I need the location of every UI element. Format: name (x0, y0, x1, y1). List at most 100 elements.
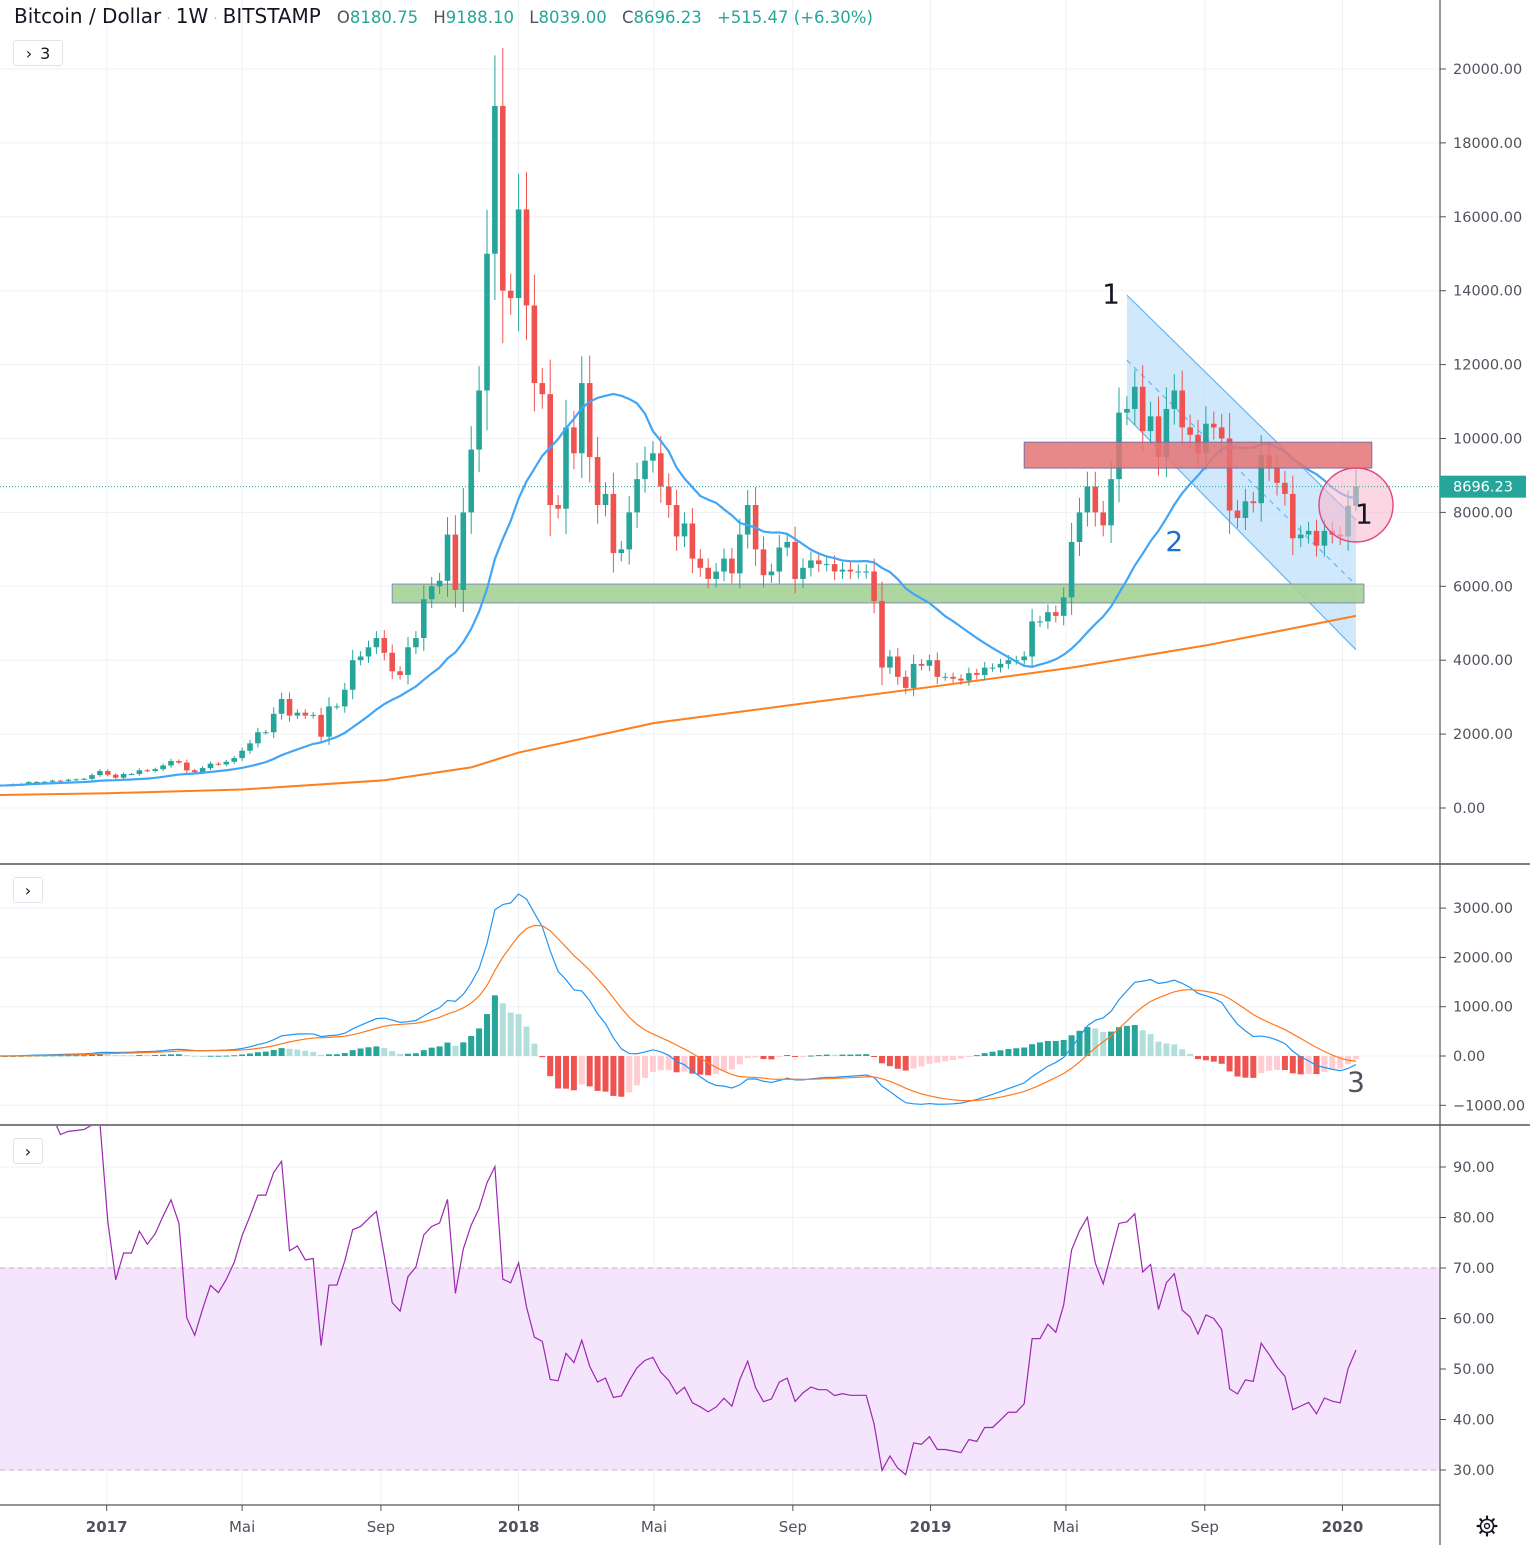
macd-histogram-bar (136, 1055, 143, 1057)
candle-body (910, 663, 917, 688)
macd-histogram-bar (997, 1050, 1004, 1056)
macd-histogram-bar (175, 1054, 182, 1056)
candle-body (73, 779, 79, 781)
candle-body (539, 383, 546, 395)
macd-histogram-bar (128, 1055, 135, 1057)
candle-body (713, 571, 719, 579)
candle-body (492, 105, 498, 254)
candle-body (405, 647, 411, 675)
candle-body (231, 758, 237, 762)
candle-body (1187, 427, 1193, 435)
axis-tick-label: 12000.00 (1453, 358, 1522, 374)
candle-body (191, 770, 198, 773)
macd-histogram-bar (713, 1056, 720, 1074)
rsi-band (0, 1267, 1440, 1471)
macd-histogram-bar (1329, 1056, 1336, 1071)
low-value: 8039.00 (538, 8, 607, 27)
candle-body (239, 750, 245, 759)
macd-histogram-bar (152, 1054, 159, 1056)
macd-histogram-bar (318, 1054, 325, 1056)
macd-histogram-bar (847, 1054, 854, 1056)
ma-slow-layer (0, 614, 1357, 797)
macd-histogram-bar (902, 1056, 909, 1071)
candle-body (926, 660, 933, 666)
channel-upper-line[interactable] (1126, 294, 1357, 521)
candle-body (800, 567, 806, 579)
macd-histogram-bar (215, 1055, 222, 1057)
high-label: H (433, 8, 446, 27)
resistance-zone[interactable] (1023, 441, 1373, 469)
drawings-back[interactable] (391, 294, 1365, 651)
drawings-front[interactable]: 1 2 1 (0, 278, 1440, 559)
candle-body (120, 774, 127, 778)
axis-tick-label: 1000.00 (1453, 1000, 1513, 1016)
axis-tick-label: 80.00 (1453, 1211, 1495, 1227)
candle-body (484, 253, 490, 391)
macd-histogram-bar (397, 1053, 404, 1056)
annotation-label[interactable]: 2 (1165, 525, 1183, 558)
macd-pane-toggle[interactable]: › (13, 877, 43, 903)
main-indicators-toggle[interactable]: › 3 (13, 40, 63, 66)
channel-middle-line[interactable] (1126, 359, 1357, 586)
candle-body (349, 660, 356, 690)
macd-histogram-bar (89, 1054, 95, 1056)
rsi-pane-toggle[interactable]: › (13, 1138, 43, 1164)
interval[interactable]: 1W (175, 4, 209, 28)
macd-histogram-bar (223, 1055, 230, 1057)
candle-body (879, 601, 885, 668)
macd-histogram-bar (1005, 1049, 1012, 1056)
macd-histogram-bar (642, 1056, 648, 1078)
macd-histogram-bar (207, 1055, 214, 1057)
candle-body (681, 523, 688, 537)
annotation-label[interactable]: 1 (1355, 497, 1373, 530)
separator: · (166, 11, 171, 27)
macd-histogram-bar (420, 1050, 427, 1056)
candle-body (642, 460, 648, 480)
macd-histogram-bar (444, 1042, 451, 1056)
macd-histogram-bar (965, 1056, 972, 1057)
macd-histogram-bar (673, 1056, 680, 1073)
candle-body (1274, 468, 1280, 483)
candle-body (207, 763, 214, 769)
candles-layer (2, 47, 1359, 787)
candle-body (49, 780, 56, 782)
candle-body (294, 712, 301, 716)
candle-body (697, 558, 704, 568)
candle-body (855, 571, 862, 573)
candle-body (436, 580, 443, 587)
candle-body (579, 383, 585, 454)
candle-body (97, 771, 103, 776)
macd-histogram-bar (744, 1056, 751, 1058)
candle-body (1313, 530, 1320, 546)
time-axis-label: 2018 (498, 1518, 540, 1536)
annotation-label[interactable]: 3 (1347, 1065, 1365, 1098)
candle-body (397, 671, 403, 675)
macd-histogram-bar (1155, 1041, 1162, 1056)
candle-body (1179, 390, 1185, 428)
candle-body (689, 523, 696, 559)
candle-body (33, 781, 40, 783)
macd-histogram-bar (476, 1028, 483, 1056)
macd-histogram-bar (286, 1048, 293, 1056)
macd-histogram-bar (120, 1055, 127, 1057)
macd-histogram-bar (499, 1003, 506, 1056)
candle-body (476, 390, 482, 450)
macd-histogram-bar (1195, 1056, 1201, 1060)
gear-icon[interactable] (1475, 1514, 1499, 1538)
axis-tick-label: 90.00 (1453, 1160, 1495, 1176)
macd-histogram-bar (602, 1056, 609, 1092)
annotation-label[interactable]: 1 (1102, 278, 1120, 311)
candle-body (665, 486, 672, 506)
candle-body (523, 209, 530, 306)
macd-histogram-bar (689, 1056, 696, 1074)
macd-histogram-bar (357, 1048, 364, 1056)
axis-tick-label: 6000.00 (1453, 579, 1513, 595)
macd-histogram-bar (634, 1056, 641, 1086)
candle-body (768, 571, 775, 576)
symbol-name[interactable]: Bitcoin / Dollar (14, 4, 162, 28)
candle-body (1218, 427, 1225, 439)
support-zone[interactable] (391, 583, 1365, 604)
rsi-line (56, 1126, 1357, 1476)
macd-histogram-bar (855, 1054, 862, 1056)
